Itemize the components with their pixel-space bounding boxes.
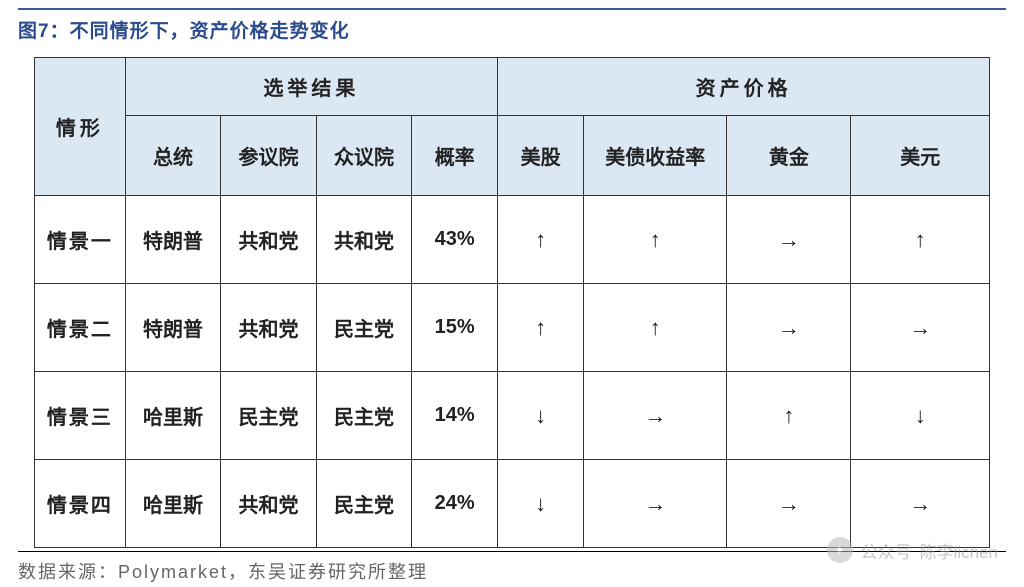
- table-row: 情景四 哈里斯 共和党 民主党 24% ↓ → → →: [35, 460, 990, 548]
- cell-probability: 43%: [412, 196, 498, 284]
- cell-senate: 共和党: [221, 284, 317, 372]
- cell-president: 哈里斯: [125, 372, 221, 460]
- cell-gold: →: [727, 460, 851, 548]
- cell-house: 民主党: [316, 372, 412, 460]
- cell-usd: →: [851, 460, 990, 548]
- cell-senate: 民主党: [221, 372, 317, 460]
- table-row: 情景二 特朗普 共和党 民主党 15% ↑ ↑ → →: [35, 284, 990, 372]
- cell-bonds: ↑: [584, 196, 727, 284]
- cell-probability: 24%: [412, 460, 498, 548]
- col-usd: 美元: [851, 116, 990, 196]
- cell-usd: →: [851, 284, 990, 372]
- cell-bonds: ↑: [584, 284, 727, 372]
- cell-stocks: ↓: [498, 460, 584, 548]
- cell-probability: 15%: [412, 284, 498, 372]
- cell-house: 民主党: [316, 460, 412, 548]
- watermark: ✦ 公众号 陈李lichen: [827, 537, 998, 563]
- cell-bonds: →: [584, 460, 727, 548]
- cell-scenario: 情景四: [35, 460, 126, 548]
- cell-senate: 共和党: [221, 460, 317, 548]
- col-president: 总统: [125, 116, 221, 196]
- col-bonds: 美债收益率: [584, 116, 727, 196]
- scenario-table: 情形 选举结果 资产价格 总统 参议院 众议院 概率 美股 美债收益率 黄金 美…: [34, 57, 990, 548]
- cell-probability: 14%: [412, 372, 498, 460]
- cell-president: 哈里斯: [125, 460, 221, 548]
- table-row: 情景三 哈里斯 民主党 民主党 14% ↓ → ↑ ↓: [35, 372, 990, 460]
- cell-usd: ↓: [851, 372, 990, 460]
- cell-bonds: →: [584, 372, 727, 460]
- col-gold: 黄金: [727, 116, 851, 196]
- header-group-assets: 资产价格: [498, 58, 990, 116]
- table-row: 情景一 特朗普 共和党 共和党 43% ↑ ↑ → ↑: [35, 196, 990, 284]
- cell-stocks: ↑: [498, 284, 584, 372]
- cell-president: 特朗普: [125, 196, 221, 284]
- cell-gold: →: [727, 196, 851, 284]
- col-probability: 概率: [412, 116, 498, 196]
- col-senate: 参议院: [221, 116, 317, 196]
- cell-scenario: 情景三: [35, 372, 126, 460]
- cell-usd: ↑: [851, 196, 990, 284]
- cell-stocks: ↓: [498, 372, 584, 460]
- watermark-label-1: 公众号: [861, 538, 912, 563]
- wechat-icon: ✦: [827, 537, 853, 563]
- cell-senate: 共和党: [221, 196, 317, 284]
- watermark-label-2: 陈李lichen: [920, 538, 998, 563]
- col-house: 众议院: [316, 116, 412, 196]
- cell-scenario: 情景二: [35, 284, 126, 372]
- header-group-election: 选举结果: [125, 58, 497, 116]
- col-stocks: 美股: [498, 116, 584, 196]
- cell-house: 民主党: [316, 284, 412, 372]
- cell-scenario: 情景一: [35, 196, 126, 284]
- col-scenario: 情形: [35, 58, 126, 196]
- cell-gold: →: [727, 284, 851, 372]
- cell-stocks: ↑: [498, 196, 584, 284]
- cell-president: 特朗普: [125, 284, 221, 372]
- figure-title: 图7：不同情形下，资产价格走势变化: [18, 16, 1006, 43]
- cell-gold: ↑: [727, 372, 851, 460]
- cell-house: 共和党: [316, 196, 412, 284]
